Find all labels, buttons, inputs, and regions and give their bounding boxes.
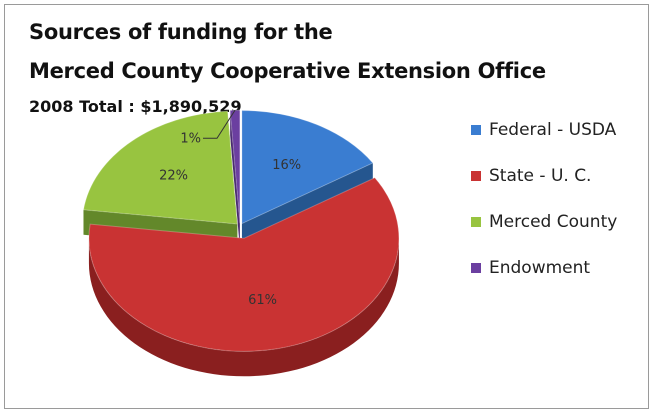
slice-label-federal-usda: 16%: [272, 158, 301, 173]
slice-label-merced-county: 22%: [159, 169, 188, 184]
legend-item-merced-county: Merced County: [471, 210, 617, 233]
legend-swatch: [471, 124, 481, 135]
pie-slice-endowment: [229, 109, 241, 224]
slice-label-state-u-c: 61%: [248, 293, 277, 308]
chart-title: Sources of funding for the: [29, 20, 333, 44]
legend-item-federal-usda: Federal - USDA: [471, 118, 617, 141]
chart-subtitle: 2008 Total : $1,890,529: [29, 97, 242, 116]
chart-title-line2: Merced County Cooperative Extension Offi…: [29, 59, 546, 83]
pie-slice-side-endowment: [230, 110, 240, 249]
leader-line-endowment: [203, 109, 236, 139]
pie-slice-federal-usda: [241, 110, 374, 225]
legend-swatch: [471, 216, 481, 227]
pie-slice-merced-county: [82, 110, 238, 225]
legend-label: Merced County: [489, 211, 618, 232]
legend-label: Endowment: [489, 257, 591, 278]
legend-label: Federal - USDA: [489, 119, 617, 140]
slice-label-endowment: 1%: [180, 131, 201, 146]
legend-swatch: [471, 170, 481, 181]
legend-item-endowment: Endowment: [471, 256, 617, 279]
legend-item-state-u-c: State - U. C.: [471, 164, 617, 187]
legend-label: State - U. C.: [489, 165, 592, 186]
chart-legend: Federal - USDA State - U. C. Merced County…: [471, 118, 617, 302]
legend-swatch: [471, 262, 481, 273]
pie-slice-state-u-c: [88, 177, 400, 352]
